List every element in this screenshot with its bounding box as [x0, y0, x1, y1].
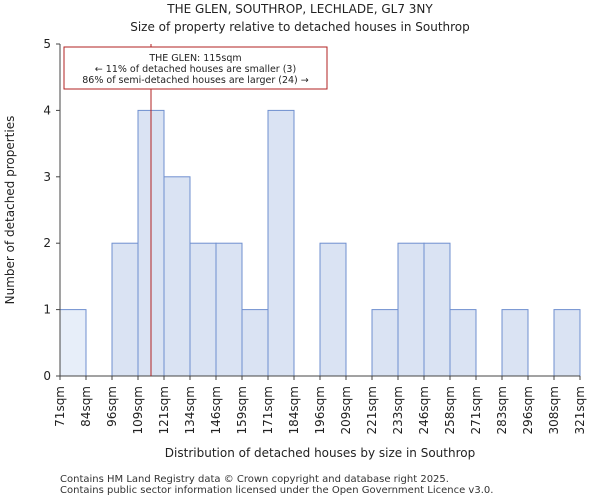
bar-258sqm [449, 309, 477, 377]
x-tick-label: 84sqm [79, 386, 93, 427]
x-tick-label: 96sqm [105, 386, 119, 427]
x-tick-label: 283sqm [495, 386, 509, 434]
bar-159sqm [241, 309, 269, 377]
x-tick-label: 146sqm [209, 386, 223, 434]
chart-subtitle: Size of property relative to detached ho… [130, 20, 470, 34]
annotation-line-1: THE GLEN: 115sqm [148, 53, 241, 64]
bar-283sqm [501, 309, 529, 377]
bar-146sqm [215, 242, 243, 377]
x-tick-label: 308sqm [547, 386, 561, 434]
footer-line-1: Contains HM Land Registry data © Crown c… [60, 474, 449, 485]
x-tick-label: 159sqm [235, 386, 249, 434]
y-axis-label: Number of detached properties [3, 116, 17, 305]
x-ticks-group: 71sqm 84sqm 96sqm 109sqm 121sqm 134sqm 146sqm 1… [53, 376, 587, 434]
bar-221sqm [371, 309, 399, 377]
histogram-chart: 0 1 2 3 4 5 71sqm 84sqm 96sqm 109sqm 121sqm 134sqm… [3, 37, 587, 460]
x-tick-label: 296sqm [521, 386, 535, 434]
x-tick-label: 109sqm [131, 386, 145, 434]
chart-title: THE GLEN, SOUTHROP, LECHLADE, GL7 3NY [167, 2, 433, 16]
y-tick-label: 1 [43, 303, 51, 317]
y-tick-label: 2 [43, 236, 51, 250]
x-tick-label: 171sqm [261, 386, 275, 434]
x-tick-label: 134sqm [183, 386, 197, 434]
bar-96sqm [111, 242, 139, 377]
x-tick-label: 233sqm [391, 386, 405, 434]
y-tick-label: 0 [43, 369, 51, 383]
bar-308sqm [553, 309, 581, 377]
bar-233sqm [397, 242, 425, 377]
annotation-line-2: ← 11% of detached houses are smaller (3) [95, 64, 296, 75]
x-tick-label: 246sqm [417, 386, 431, 434]
bar-134sqm [189, 242, 217, 377]
x-tick-label: 271sqm [469, 386, 483, 434]
bar-171sqm [267, 109, 295, 377]
bar-246sqm [423, 242, 451, 377]
x-tick-label: 121sqm [157, 386, 171, 434]
bar-71sqm [59, 309, 87, 377]
x-axis-label: Distribution of detached houses by size … [165, 446, 475, 460]
bars-group [59, 109, 581, 377]
x-tick-label: 196sqm [313, 386, 327, 434]
y-tick-label: 5 [43, 37, 51, 51]
annotation-box [63, 46, 328, 90]
footer-line-2: Contains public sector information licen… [60, 485, 494, 496]
y-ticks-group: 0 1 2 3 4 5 [43, 37, 60, 383]
x-tick-label: 321sqm [573, 386, 587, 434]
annotation-line-3: 86% of semi-detached houses are larger (… [82, 75, 309, 86]
x-tick-label: 209sqm [339, 386, 353, 434]
y-tick-label: 3 [43, 170, 51, 184]
bar-196sqm [319, 242, 347, 377]
bar-121sqm [163, 176, 191, 377]
y-tick-label: 4 [43, 103, 51, 117]
x-tick-label: 258sqm [443, 386, 457, 434]
x-tick-label: 184sqm [287, 386, 301, 434]
x-tick-label: 221sqm [365, 386, 379, 434]
x-tick-label: 71sqm [53, 386, 67, 427]
